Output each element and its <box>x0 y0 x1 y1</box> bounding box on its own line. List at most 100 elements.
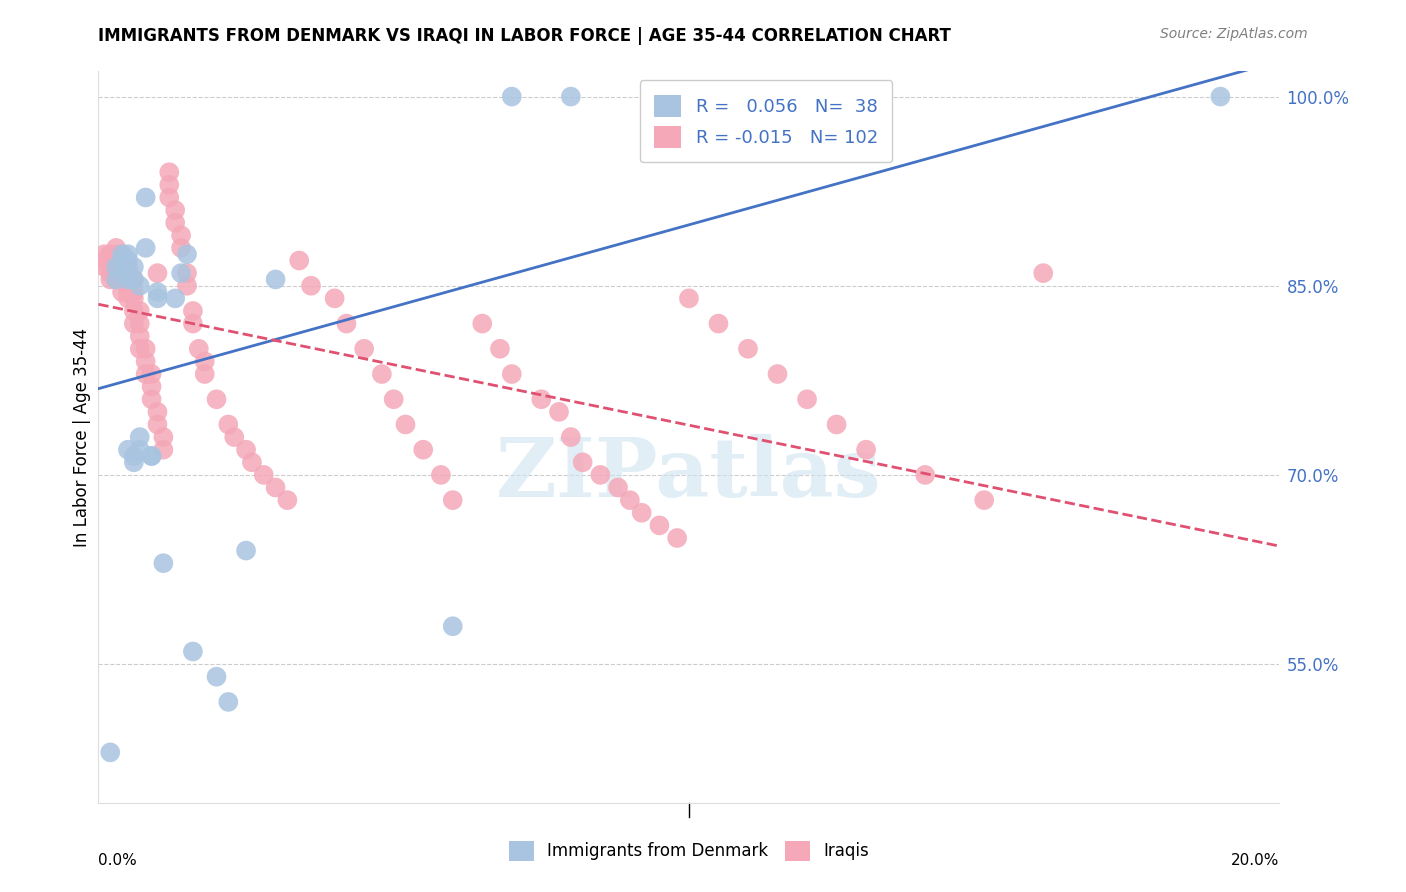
Point <box>111 247 134 261</box>
Point <box>98 745 121 759</box>
Point <box>117 291 139 305</box>
Point <box>224 430 246 444</box>
Point <box>122 304 145 318</box>
Point <box>170 241 193 255</box>
Point <box>128 304 150 318</box>
Point <box>105 272 128 286</box>
Point <box>111 247 134 261</box>
Point <box>194 354 217 368</box>
Point <box>471 317 494 331</box>
Point <box>105 260 128 274</box>
Point <box>135 241 157 255</box>
Point <box>441 493 464 508</box>
Point <box>135 367 157 381</box>
Point <box>648 89 671 103</box>
Point <box>737 342 759 356</box>
Point <box>135 342 157 356</box>
Point <box>105 266 128 280</box>
Point <box>766 367 789 381</box>
Text: Source: ZipAtlas.com: Source: ZipAtlas.com <box>1160 27 1308 41</box>
Point <box>217 695 239 709</box>
Point <box>111 285 134 299</box>
Point <box>382 392 405 407</box>
Point <box>122 272 145 286</box>
Point <box>560 430 582 444</box>
Point <box>619 493 641 508</box>
Point <box>117 260 139 274</box>
Point <box>194 367 217 381</box>
Point <box>678 291 700 305</box>
Point <box>146 417 169 432</box>
Point <box>105 247 128 261</box>
Point <box>122 449 145 463</box>
Point <box>170 266 193 280</box>
Text: 20.0%: 20.0% <box>1232 854 1279 868</box>
Point <box>181 644 204 658</box>
Point <box>1209 89 1232 103</box>
Point <box>530 392 553 407</box>
Text: 0.0%: 0.0% <box>98 854 138 868</box>
Point <box>560 89 582 103</box>
Point <box>235 442 257 457</box>
Point <box>796 392 818 407</box>
Point <box>146 405 169 419</box>
Point <box>111 272 134 286</box>
Point <box>93 260 115 274</box>
Point <box>146 291 169 305</box>
Point <box>141 449 163 463</box>
Point <box>141 392 163 407</box>
Point <box>98 266 121 280</box>
Point <box>607 481 630 495</box>
Point <box>157 190 180 204</box>
Legend: Immigrants from Denmark, Iraqis: Immigrants from Denmark, Iraqis <box>502 834 876 868</box>
Point <box>152 556 174 570</box>
Point <box>157 178 180 192</box>
Text: ZIPatlas: ZIPatlas <box>496 434 882 514</box>
Point <box>176 266 198 280</box>
Point <box>170 228 193 243</box>
Point <box>122 291 145 305</box>
Point <box>135 354 157 368</box>
Point <box>264 272 287 286</box>
Point <box>105 253 128 268</box>
Point <box>235 543 257 558</box>
Point <box>141 449 163 463</box>
Point <box>299 278 322 293</box>
Point <box>165 291 187 305</box>
Point <box>205 392 228 407</box>
Point <box>122 455 145 469</box>
Point <box>165 203 187 218</box>
Point <box>105 260 128 274</box>
Point <box>165 216 187 230</box>
Point <box>117 285 139 299</box>
Point <box>205 670 228 684</box>
Point <box>122 285 145 299</box>
Point <box>855 442 877 457</box>
Point <box>176 247 198 261</box>
Point <box>122 317 145 331</box>
Point <box>973 493 995 508</box>
Point <box>152 442 174 457</box>
Point <box>264 481 287 495</box>
Point <box>98 253 121 268</box>
Point <box>176 278 198 293</box>
Point <box>648 518 671 533</box>
Point <box>141 367 163 381</box>
Y-axis label: In Labor Force | Age 35-44: In Labor Force | Age 35-44 <box>73 327 91 547</box>
Point <box>93 253 115 268</box>
Point <box>117 247 139 261</box>
Point <box>117 272 139 286</box>
Point <box>707 317 730 331</box>
Point <box>128 442 150 457</box>
Point <box>111 266 134 280</box>
Point <box>128 430 150 444</box>
Point <box>152 430 174 444</box>
Point <box>181 304 204 318</box>
Point <box>111 266 134 280</box>
Point <box>181 317 204 331</box>
Point <box>589 467 612 482</box>
Point <box>187 342 209 356</box>
Point <box>1032 266 1054 280</box>
Point <box>135 190 157 204</box>
Point <box>111 260 134 274</box>
